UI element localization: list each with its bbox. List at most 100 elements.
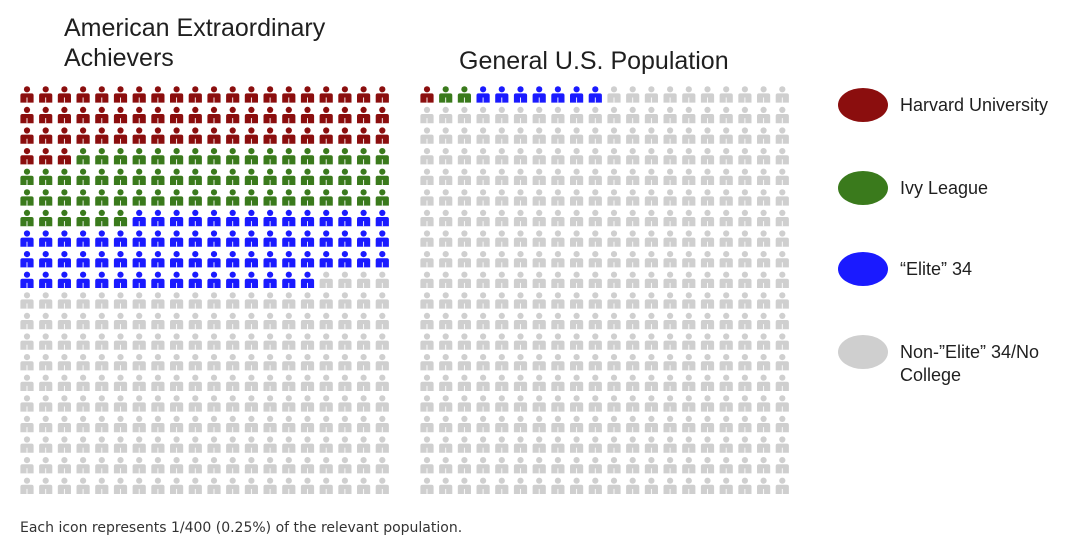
population-icon-other bbox=[663, 168, 677, 185]
population-icon-other bbox=[775, 168, 789, 185]
population-icon-other bbox=[551, 312, 565, 330]
achievers-icon-other bbox=[151, 312, 165, 330]
population-icon-other bbox=[532, 312, 546, 330]
population-icon-other bbox=[457, 189, 471, 206]
population-icon-other bbox=[738, 189, 752, 206]
population-icon-other bbox=[570, 168, 584, 185]
population-icon-other bbox=[663, 189, 677, 206]
achievers-icon-other bbox=[282, 374, 296, 391]
achievers-icon-ivy bbox=[170, 168, 184, 185]
achievers-icon-other bbox=[113, 477, 128, 494]
population-icon-other bbox=[495, 415, 509, 433]
achievers-icon-elite34 bbox=[263, 251, 277, 268]
achievers-icon-other bbox=[357, 477, 371, 494]
achievers-icon-other bbox=[338, 333, 352, 350]
population-icon-other bbox=[719, 333, 733, 350]
achievers-icon-harvard bbox=[207, 106, 221, 124]
achievers-icon-ivy bbox=[263, 148, 277, 165]
population-icon-other bbox=[719, 477, 733, 494]
population-icon-other bbox=[757, 251, 771, 268]
population-icon-other bbox=[551, 127, 565, 144]
achievers-icon-other bbox=[357, 395, 371, 412]
population-icon-other bbox=[644, 415, 658, 433]
population-icon-other bbox=[757, 189, 771, 206]
achievers-icon-harvard bbox=[95, 86, 109, 103]
population-icon-other bbox=[439, 251, 453, 268]
achievers-icon-harvard bbox=[282, 86, 296, 103]
achievers-icon-other bbox=[188, 292, 202, 309]
population-icon-other bbox=[570, 189, 584, 206]
achievers-icon-elite34 bbox=[263, 209, 277, 227]
achievers-icon-other bbox=[76, 354, 90, 371]
population-icon-other bbox=[626, 333, 640, 350]
population-icon-other bbox=[626, 477, 640, 494]
population-icon-other bbox=[532, 189, 546, 206]
achievers-icon-other bbox=[207, 292, 221, 309]
population-icon-other bbox=[663, 86, 677, 103]
achievers-icon-harvard bbox=[226, 127, 240, 144]
achievers-icon-other bbox=[207, 333, 221, 350]
achievers-icon-other bbox=[20, 436, 34, 453]
population-icon-other bbox=[644, 395, 658, 412]
achievers-icon-other bbox=[57, 395, 71, 412]
achievers-icon-other bbox=[151, 457, 165, 474]
achievers-icon-harvard bbox=[113, 86, 128, 103]
achievers-icon-other bbox=[226, 312, 240, 330]
achievers-icon-elite34 bbox=[95, 230, 109, 247]
population-icon-other bbox=[476, 436, 490, 453]
achievers-icon-harvard bbox=[263, 86, 277, 103]
population-icon-other bbox=[700, 106, 715, 124]
population-icon-other bbox=[439, 189, 453, 206]
population-icon-other bbox=[607, 374, 621, 391]
achievers-icon-other bbox=[375, 312, 389, 330]
population-icon-other bbox=[476, 292, 490, 309]
achievers-icon-ivy bbox=[170, 148, 184, 165]
achievers-icon-harvard bbox=[300, 127, 315, 144]
population-icon-other bbox=[551, 148, 565, 165]
population-icon-other bbox=[439, 271, 453, 288]
population-icon-other bbox=[719, 106, 733, 124]
achievers-icon-other bbox=[76, 457, 90, 474]
population-icon-other bbox=[682, 436, 696, 453]
population-icon-other bbox=[719, 354, 733, 371]
achievers-icon-harvard bbox=[95, 106, 109, 124]
achievers-icon-elite34 bbox=[244, 209, 258, 227]
population-icon-other bbox=[420, 271, 434, 288]
achievers-icon-elite34 bbox=[282, 209, 296, 227]
population-icon-other bbox=[495, 230, 509, 247]
population-icon-other bbox=[513, 436, 528, 453]
achievers-icon-other bbox=[300, 477, 315, 494]
achievers-icon-elite34 bbox=[244, 230, 258, 247]
population-icon-other bbox=[663, 127, 677, 144]
population-icon-other bbox=[700, 127, 715, 144]
population-icon-other bbox=[757, 457, 771, 474]
achievers-icon-other bbox=[282, 436, 296, 453]
population-icon-other bbox=[457, 148, 471, 165]
achievers-icon-other bbox=[244, 436, 258, 453]
population-icon-other bbox=[457, 436, 471, 453]
population-icon-other bbox=[420, 354, 434, 371]
population-icon-other bbox=[626, 436, 640, 453]
achievers-icon-other bbox=[132, 333, 146, 350]
achievers-icon-elite34 bbox=[170, 209, 184, 227]
population-icon-other bbox=[551, 477, 565, 494]
achievers-icon-other bbox=[188, 333, 202, 350]
population-icon-other bbox=[476, 271, 490, 288]
achievers-icon-harvard bbox=[57, 127, 71, 144]
achievers-icon-other bbox=[170, 333, 184, 350]
achievers-icon-other bbox=[338, 354, 352, 371]
population-icon-other bbox=[570, 333, 584, 350]
achievers-icon-elite34 bbox=[226, 271, 240, 288]
achievers-icon-elite34 bbox=[20, 230, 34, 247]
achievers-icon-other bbox=[357, 292, 371, 309]
population-icon-other bbox=[420, 127, 434, 144]
achievers-icon-other bbox=[20, 457, 34, 474]
population-icon-other bbox=[476, 251, 490, 268]
population-icon-other bbox=[570, 312, 584, 330]
achievers-icon-other bbox=[132, 436, 146, 453]
population-icon-other bbox=[551, 436, 565, 453]
population-icon-other bbox=[439, 457, 453, 474]
achievers-icon-elite34 bbox=[151, 271, 165, 288]
achievers-icon-elite34 bbox=[188, 230, 202, 247]
population-icon-other bbox=[457, 106, 471, 124]
